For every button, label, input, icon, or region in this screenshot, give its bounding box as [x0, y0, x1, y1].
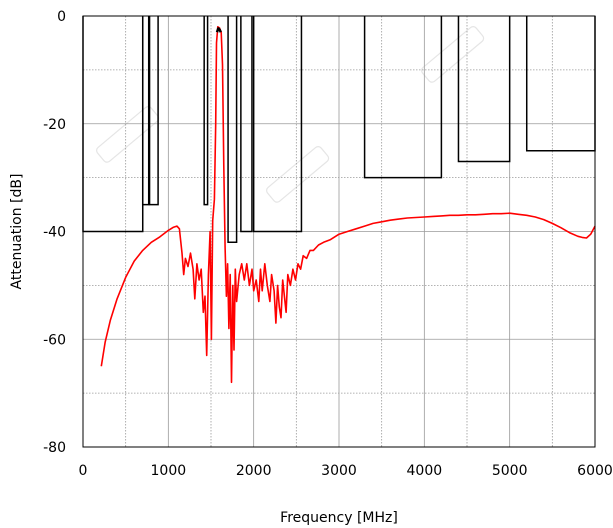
x-tick-label: 1000 — [151, 463, 187, 479]
mask-box — [252, 16, 303, 233]
x-tick-label: 2000 — [236, 463, 272, 479]
x-tick-label: 0 — [79, 463, 88, 479]
watermark-shape — [421, 26, 485, 83]
watermark-shape — [96, 106, 160, 163]
x-tick-label: 5000 — [492, 463, 528, 479]
series-lines — [100, 25, 596, 384]
watermark-stroke — [96, 106, 160, 163]
watermark-shape — [266, 146, 330, 203]
mask-box — [525, 16, 596, 152]
mask-box — [457, 16, 511, 163]
y-tick-label: 0 — [57, 9, 66, 25]
mask-box — [227, 16, 238, 244]
mask-box — [363, 16, 443, 179]
attenuation-series-line — [100, 25, 596, 384]
passband-series-line — [215, 27, 222, 33]
y-tick-label: -40 — [43, 225, 66, 241]
x-tick-label: 4000 — [407, 463, 443, 479]
y-tick-labels: 0 -20 -40 -60 -80 — [43, 9, 66, 456]
y-tick-label: -80 — [43, 440, 66, 456]
mask-box — [148, 16, 159, 206]
x-axis-title: Frequency [MHz] — [280, 510, 398, 526]
y-axis-title: Attenuation [dB] — [9, 174, 25, 290]
mask-box — [141, 16, 150, 206]
watermark-stroke — [421, 26, 485, 83]
mask-box — [203, 16, 209, 206]
x-tick-labels: 0 1000 2000 3000 4000 5000 6000 — [79, 463, 613, 479]
mask-box — [240, 16, 253, 233]
y-tick-label: -60 — [43, 332, 66, 348]
watermark-stroke — [266, 146, 330, 203]
grid-lines — [83, 16, 595, 447]
plot-frame — [82, 15, 596, 448]
x-tick-label: 3000 — [321, 463, 357, 479]
x-tick-label: 6000 — [577, 463, 613, 479]
spec-mask — [82, 16, 596, 244]
y-tick-label: -20 — [43, 117, 66, 133]
